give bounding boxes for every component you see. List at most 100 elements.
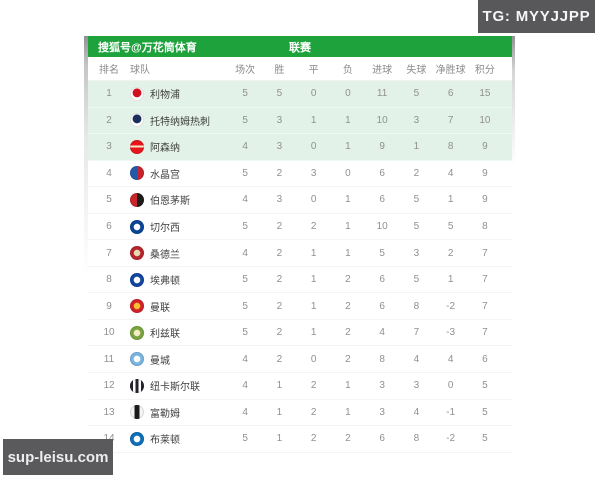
table-row[interactable]: 5 伯恩茅斯 4 3 0 1 6 5 1 9	[88, 187, 512, 214]
loss-cell: 1	[345, 141, 351, 153]
team-logo-icon	[130, 352, 144, 367]
team-name: 托特纳姆热刺	[150, 116, 210, 128]
team-cell: 纽卡斯尔联	[130, 378, 228, 393]
publisher-name: 搜狐号@万花筒体育	[98, 41, 197, 54]
team-name: 桑德兰	[150, 249, 180, 261]
goals-against-cell: 3	[413, 247, 420, 259]
team-cell: 切尔西	[130, 219, 228, 234]
team-name: 利兹联	[150, 329, 180, 341]
team-cell: 水晶宫	[130, 166, 228, 181]
loss-cell: 1	[345, 114, 351, 126]
loss-cell: 2	[345, 353, 351, 365]
goal-diff-cell: 8	[447, 141, 454, 153]
tg-watermark-badge: TG: MYYJJPP	[478, 0, 595, 33]
col-goals-for: 进球	[372, 65, 393, 76]
goals-against-cell: 4	[413, 353, 420, 365]
table-row[interactable]: 13 富勒姆 4 1 2 1 3 4 -1 5	[88, 399, 512, 427]
team-logo-icon	[130, 113, 144, 128]
played-cell: 4	[242, 141, 248, 153]
goals-for-cell: 8	[379, 353, 385, 365]
draw-cell: 2	[310, 221, 317, 232]
goal-diff-cell: -3	[446, 327, 456, 339]
loss-cell: 1	[345, 247, 351, 259]
loss-cell: 1	[345, 194, 351, 206]
draw-cell: 1	[310, 247, 317, 259]
goals-for-cell: 6	[379, 274, 385, 286]
league-tab[interactable]: 联赛	[289, 41, 311, 54]
goals-against-cell: 5	[413, 274, 420, 286]
rank-cell: 1	[106, 88, 112, 100]
played-cell: 4	[242, 247, 248, 259]
site-watermark-badge: sup-leisu.com	[3, 439, 113, 475]
win-cell: 2	[276, 247, 283, 259]
rank-cell: 3	[106, 141, 112, 153]
table-row[interactable]: 7 桑德兰 4 2 1 1 5 3 2 7	[88, 240, 512, 267]
table-row[interactable]: 12 纽卡斯尔联 4 1 2 1 3 3 0 5	[88, 373, 512, 400]
goals-against-cell: 1	[413, 141, 420, 153]
goal-diff-cell: 0	[447, 380, 454, 392]
goal-diff-cell: -2	[446, 300, 456, 312]
draw-cell: 2	[310, 380, 317, 392]
team-name: 利物浦	[150, 90, 180, 102]
col-draw: 平	[308, 65, 319, 76]
goals-against-cell: 3	[413, 380, 420, 392]
team-cell: 阿森纳	[130, 139, 228, 154]
draw-cell: 3	[310, 167, 317, 179]
table-row[interactable]: 6 切尔西 5 2 2 1 10 5 5 8	[88, 213, 512, 241]
goal-diff-cell: 2	[447, 247, 454, 259]
goals-against-cell: 5	[413, 88, 420, 100]
team-name: 布莱顿	[150, 435, 180, 447]
team-name: 阿森纳	[150, 143, 180, 155]
team-logo-icon	[130, 166, 144, 181]
loss-cell: 0	[345, 167, 351, 179]
team-name: 曼联	[150, 302, 170, 314]
goals-for-cell: 3	[379, 406, 385, 418]
rank-cell: 13	[103, 406, 115, 418]
team-logo-icon	[130, 431, 144, 446]
loss-cell: 1	[345, 406, 351, 418]
goal-diff-cell: 4	[447, 167, 454, 179]
col-loss: 负	[342, 65, 353, 76]
win-cell: 1	[276, 433, 283, 445]
team-cell: 布莱顿	[130, 431, 228, 446]
table-row[interactable]: 4 水晶宫 5 2 3 0 6 2 4 9	[88, 160, 512, 188]
loss-cell: 2	[345, 274, 351, 286]
team-logo-icon	[130, 86, 144, 101]
table-row[interactable]: 2 托特纳姆热刺 5 3 1 1 10 3 7 10	[88, 107, 512, 135]
table-row[interactable]: 11 曼城 4 2 0 2 8 4 4 6	[88, 346, 512, 374]
team-logo-icon	[130, 378, 144, 393]
team-cell: 利兹联	[130, 325, 228, 340]
loss-cell: 2	[345, 433, 351, 445]
table-row[interactable]: 3 阿森纳 4 3 0 1 9 1 8 9	[88, 134, 512, 161]
win-cell: 1	[276, 380, 283, 392]
win-cell: 3	[276, 141, 283, 153]
played-cell: 4	[242, 353, 248, 365]
points-cell: 10	[479, 114, 491, 126]
goals-for-cell: 10	[376, 221, 388, 232]
table-row[interactable]: 9 曼联 5 2 1 2 6 8 -2 7	[88, 293, 512, 320]
goals-against-cell: 5	[413, 194, 420, 206]
team-name: 富勒姆	[150, 408, 180, 420]
draw-cell: 2	[310, 433, 317, 445]
team-name: 纽卡斯尔联	[150, 382, 200, 394]
goals-against-cell: 8	[413, 433, 420, 445]
draw-cell: 0	[310, 194, 317, 206]
goal-diff-cell: -2	[446, 433, 456, 445]
goals-against-cell: 8	[413, 300, 420, 312]
team-cell: 托特纳姆热刺	[130, 113, 228, 128]
team-name: 切尔西	[150, 223, 180, 234]
goal-diff-cell: 1	[447, 274, 454, 286]
table-row[interactable]: 8 埃弗顿 5 2 1 2 6 5 1 7	[88, 266, 512, 294]
table-row[interactable]: 10 利兹联 5 2 1 2 4 7 -3 7	[88, 319, 512, 347]
win-cell: 2	[276, 221, 283, 232]
tg-watermark-text: TG: MYYJJPP	[482, 8, 591, 25]
draw-cell: 0	[310, 88, 317, 100]
played-cell: 5	[242, 88, 248, 100]
goals-for-cell: 6	[379, 167, 385, 179]
table-row[interactable]: 1 利物浦 5 5 0 0 11 5 6 15	[88, 81, 512, 108]
points-cell: 5	[482, 433, 488, 445]
table-row[interactable]: 14 布莱顿 5 1 2 2 6 8 -2 5	[88, 426, 512, 453]
team-name: 埃弗顿	[150, 276, 180, 288]
win-cell: 1	[276, 406, 283, 418]
win-cell: 2	[276, 353, 283, 365]
